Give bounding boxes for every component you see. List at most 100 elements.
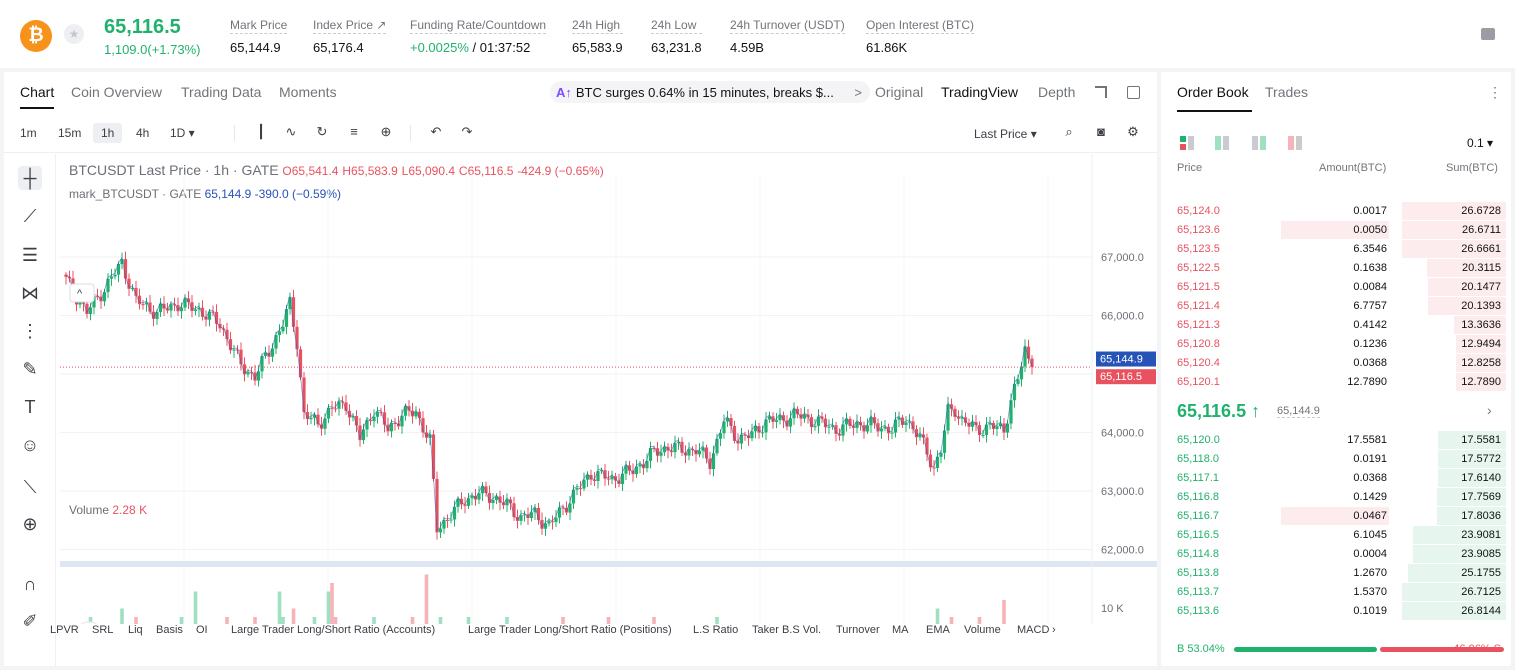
orderbook-row[interactable]: 65,113.8 1.2670 25.1755 xyxy=(1161,563,1511,582)
alert-icon[interactable]: ⊕ xyxy=(380,124,392,139)
book-icon[interactable] xyxy=(1481,28,1495,40)
book-trades-icon[interactable] xyxy=(1251,135,1267,151)
chevron-right-icon[interactable]: › xyxy=(1052,624,1056,636)
pencil-icon[interactable]: ✐ xyxy=(22,611,38,631)
volume-bar xyxy=(935,608,940,624)
tf-4h[interactable]: 4h xyxy=(136,126,150,140)
orderbook-row[interactable]: 65,117.1 0.0368 17.6140 xyxy=(1161,468,1511,487)
search-icon[interactable]: ⌕ xyxy=(1065,124,1073,139)
indicator-6[interactable]: Large Trader Long/Short Ratio (Positions… xyxy=(468,624,672,636)
candle xyxy=(484,486,488,494)
tab-order-book[interactable]: Order Book xyxy=(1177,84,1249,100)
tf-15m[interactable]: 15m xyxy=(58,126,82,140)
indicator-5[interactable]: Large Trader Long/Short Ratio (Accounts) xyxy=(231,624,436,636)
text-icon[interactable]: T xyxy=(24,397,36,417)
orderbook-row[interactable]: 65,121.4 6.7757 20.1393 xyxy=(1161,296,1511,315)
orderbook-row[interactable]: 65,113.7 1.5370 26.7125 xyxy=(1161,582,1511,601)
tab-chart[interactable]: Chart xyxy=(20,84,55,109)
row-sum: 26.6711 xyxy=(1462,224,1501,236)
zoom-icon[interactable]: ⊕ xyxy=(22,514,38,534)
orderbook-row[interactable]: 65,116.7 0.0467 17.8036 xyxy=(1161,506,1511,525)
candle xyxy=(638,464,642,467)
chevron-right-icon[interactable]: › xyxy=(1487,402,1492,418)
orderbook-row[interactable]: 65,116.5 6.1045 23.9081 xyxy=(1161,525,1511,544)
redo-icon[interactable]: ↷ xyxy=(461,124,473,139)
pane-separator[interactable] xyxy=(60,561,1157,567)
star-icon[interactable]: ★ xyxy=(64,24,84,44)
brush-icon[interactable]: ✎ xyxy=(22,359,38,379)
book-bids-icon[interactable] xyxy=(1214,135,1230,151)
indicators-icon[interactable]: ∿ xyxy=(285,124,297,139)
more-icon[interactable]: ⋮ xyxy=(1488,84,1502,100)
orderbook-row[interactable]: 65,120.0 17.5581 17.5581 xyxy=(1161,430,1511,449)
stat-label: Mark Price xyxy=(230,18,288,34)
camera-icon[interactable]: ◙ xyxy=(1097,124,1105,139)
indicator-9[interactable]: Turnover xyxy=(836,624,880,636)
tab-trading-data[interactable]: Trading Data xyxy=(181,84,262,100)
indicator-12[interactable]: Volume xyxy=(964,624,1001,636)
view-depth[interactable]: Depth xyxy=(1038,84,1076,100)
stat-1: Index Price ↗ 65,176.4 xyxy=(313,18,387,55)
book-both-icon[interactable] xyxy=(1179,135,1195,151)
trendline-icon[interactable]: ⟋ xyxy=(23,206,37,226)
indicator-0[interactable]: LPVR xyxy=(50,624,79,636)
view-original[interactable]: Original xyxy=(875,84,924,100)
orderbook-row[interactable]: 65,120.8 0.1236 12.9494 xyxy=(1161,334,1511,353)
orderbook-row[interactable]: 65,118.0 0.0191 17.5772 xyxy=(1161,449,1511,468)
book-asks-icon[interactable] xyxy=(1287,135,1303,151)
candle xyxy=(270,348,275,357)
news-ticker[interactable]: A↑ BTC surges 0.64% in 15 minutes, break… xyxy=(550,81,870,103)
gear-icon[interactable]: ⚙ xyxy=(1127,124,1139,139)
orderbook-row[interactable]: 65,121.5 0.0084 20.1477 xyxy=(1161,277,1511,296)
row-sum: 12.9494 xyxy=(1461,338,1501,350)
emoji-icon[interactable]: ☺ xyxy=(20,435,40,455)
undo-icon[interactable]: ↶ xyxy=(430,124,442,139)
tf-1h[interactable]: 1h xyxy=(93,123,123,143)
sell-ratio: 46.96% S xyxy=(1453,643,1501,655)
pattern-icon[interactable]: ⋈ xyxy=(21,283,39,303)
tf-1d[interactable]: 1D ▾ xyxy=(170,126,195,140)
orderbook-row[interactable]: 65,120.1 12.7890 12.7890 xyxy=(1161,372,1511,391)
indicator-7[interactable]: L.S Ratio xyxy=(693,624,739,636)
candles-icon[interactable]: ┃ xyxy=(257,124,265,139)
price-type-select[interactable]: Last Price ▾ xyxy=(974,127,1037,141)
indicator-11[interactable]: EMA xyxy=(926,624,950,636)
indicator-3[interactable]: Basis xyxy=(156,624,183,636)
view-tradingview[interactable]: TradingView xyxy=(941,84,1019,100)
expand-icon[interactable] xyxy=(1095,86,1107,98)
ruler-icon[interactable]: ⟍ xyxy=(23,477,37,497)
orderbook-row[interactable]: 65,116.8 0.1429 17.7569 xyxy=(1161,487,1511,506)
orderbook-row[interactable]: 65,120.4 0.0368 12.8258 xyxy=(1161,353,1511,372)
projection-icon[interactable]: ⋮ xyxy=(21,321,39,341)
orderbook-row[interactable]: 65,123.6 0.0050 26.6711 xyxy=(1161,220,1511,239)
tab-trades[interactable]: Trades xyxy=(1265,84,1309,100)
orderbook-row[interactable]: 65,113.6 0.1019 26.8144 xyxy=(1161,601,1511,620)
candle xyxy=(151,311,156,319)
orderbook-row[interactable]: 65,114.8 0.0004 23.9085 xyxy=(1161,544,1511,563)
magnet-icon[interactable]: ∩ xyxy=(23,574,37,594)
fib-icon[interactable]: ☰ xyxy=(21,245,39,265)
indicator-1[interactable]: SRL xyxy=(92,624,114,636)
window-icon[interactable] xyxy=(1127,86,1140,99)
templates-icon[interactable]: ≡ xyxy=(350,124,358,139)
stat-value: 63,231.8 xyxy=(651,40,702,55)
orderbook-row[interactable]: 65,123.5 6.3546 26.6661 xyxy=(1161,239,1511,258)
orderbook-row[interactable]: 65,121.3 0.4142 13.3636 xyxy=(1161,315,1511,334)
tab-moments[interactable]: Moments xyxy=(279,84,337,100)
tab-coin-overview[interactable]: Coin Overview xyxy=(71,84,163,100)
depth-bar xyxy=(1427,259,1506,277)
replay-icon[interactable]: ↻ xyxy=(316,124,328,139)
orderbook-row[interactable]: 65,122.5 0.1638 20.3115 xyxy=(1161,258,1511,277)
indicator-13[interactable]: MACD xyxy=(1017,624,1050,636)
price-chart[interactable]: 67,000.066,000.065,000.064,000.063,000.0… xyxy=(4,154,1157,624)
collapse-legend-button[interactable] xyxy=(69,283,95,303)
tf-1m[interactable]: 1m xyxy=(20,126,37,140)
indicator-4[interactable]: OI xyxy=(196,624,208,636)
precision-select[interactable]: 0.1 ▾ xyxy=(1467,136,1494,150)
indicator-2[interactable]: Liq xyxy=(128,624,143,636)
indicator-10[interactable]: MA xyxy=(892,624,909,636)
depth-bar xyxy=(1428,297,1506,315)
indicator-8[interactable]: Taker B.S Vol. xyxy=(752,624,822,636)
crosshair-icon[interactable]: ┼ xyxy=(18,166,42,190)
orderbook-row[interactable]: 65,124.0 0.0017 26.6728 xyxy=(1161,201,1511,220)
